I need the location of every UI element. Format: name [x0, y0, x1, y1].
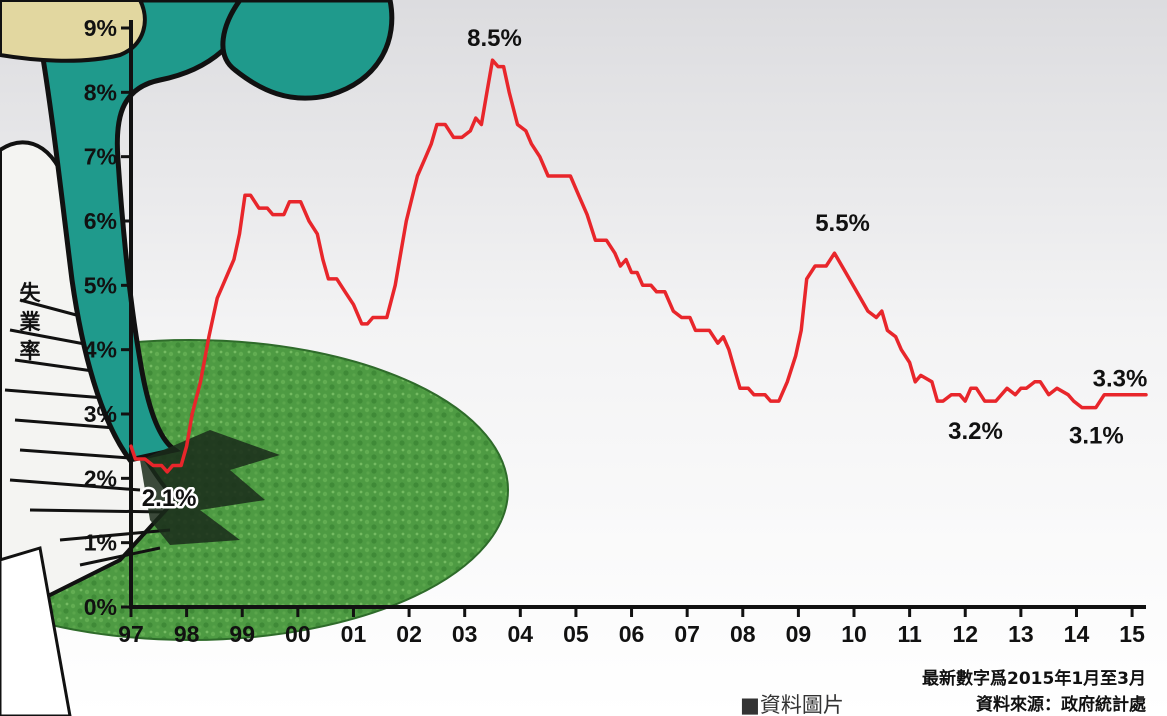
data-label: 3.1%	[1069, 423, 1124, 450]
x-tick-label: 09	[786, 621, 812, 647]
x-tick-label: 06	[619, 621, 645, 647]
series-line-unemployment	[129, 58, 1148, 474]
x-tick-label: 08	[730, 621, 756, 647]
x-tick-label: 14	[1064, 621, 1090, 647]
y-tick-label: 2%	[84, 465, 117, 491]
figure-hat	[0, 0, 147, 63]
photo-credit: ■資料圖片	[740, 693, 844, 716]
data-label: 2.1%	[142, 485, 197, 512]
y-tick-label: 5%	[84, 272, 117, 298]
x-tick-label: 07	[674, 621, 700, 647]
y-tick-label: 7%	[84, 144, 117, 170]
x-tick-label: 13	[1008, 621, 1034, 647]
figure-teal-shape	[37, 0, 253, 463]
data-label: 3.2%	[948, 418, 1003, 445]
note-latest-figures: 最新數字爲2015年1月至3月	[922, 668, 1146, 689]
series-layer	[129, 58, 1148, 474]
x-ticks: 97 98 99 00 01 02 03 04 05 06 07 08 09 10 11 12 13 14 15	[118, 607, 1145, 647]
data-label: 5.5%	[815, 210, 870, 237]
annotations: 2.1% 8.5% 5.5% 3.2% 3.1% 3.3%	[139, 25, 1148, 514]
x-tick-label: 05	[563, 621, 589, 647]
x-tick-label: 00	[285, 621, 311, 647]
data-label: 8.5%	[467, 25, 522, 52]
x-tick-label: 01	[341, 621, 367, 647]
y-tick-label: 9%	[84, 15, 117, 41]
x-tick-label: 10	[841, 621, 867, 647]
figure-arm	[220, 0, 395, 101]
y-tick-label: 8%	[84, 79, 117, 105]
x-tick-label: 98	[174, 621, 200, 647]
y-tick-label: 1%	[84, 530, 117, 556]
x-tick-label: 15	[1119, 621, 1145, 647]
y-tick-label: 3%	[84, 401, 117, 427]
x-tick-label: 02	[396, 621, 422, 647]
x-tick-label: 11	[897, 621, 922, 647]
figure-shadow	[140, 430, 280, 545]
figure-page-edge	[0, 546, 72, 716]
x-tick-label: 03	[452, 621, 478, 647]
y-tick-label: 0%	[84, 594, 117, 620]
figure-hair	[4, 298, 171, 567]
x-tick-label: 12	[952, 621, 978, 647]
note-source: 資料來源：政府統計處	[976, 694, 1147, 715]
y-ticks: 0% 1% 2% 3% 4% 5% 6% 7% 8% 9%	[84, 15, 131, 620]
y-tick-label: 4%	[84, 337, 117, 363]
data-label: 3.3%	[1093, 366, 1148, 393]
x-tick-label: 97	[118, 621, 144, 647]
x-tick-label: 99	[229, 621, 255, 647]
y-axis-label: 失業率	[20, 281, 42, 363]
x-tick-label: 04	[508, 621, 534, 647]
background-illustration	[0, 0, 509, 716]
y-tick-label: 6%	[84, 208, 117, 234]
